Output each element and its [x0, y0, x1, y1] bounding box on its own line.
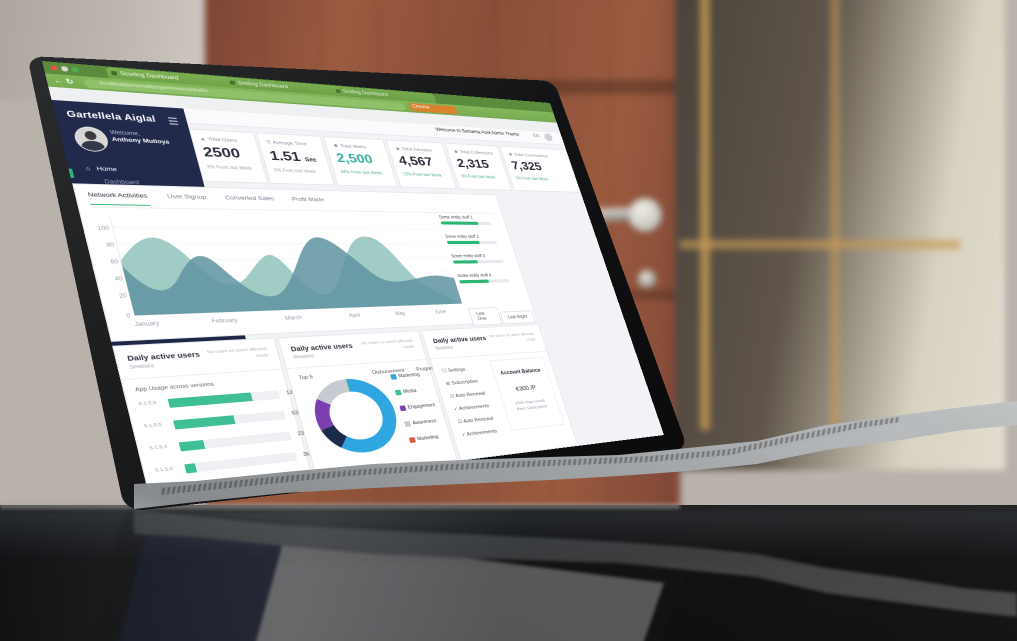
svg-text:June: June [434, 309, 447, 315]
svg-text:March: March [285, 315, 304, 322]
svg-text:0: 0 [126, 313, 132, 319]
svg-text:100: 100 [97, 226, 111, 232]
svg-text:60: 60 [110, 259, 120, 265]
svg-text:January: January [134, 321, 161, 328]
svg-text:May: May [394, 311, 406, 317]
svg-text:February: February [211, 318, 239, 325]
svg-text:40: 40 [114, 276, 124, 282]
svg-text:April: April [348, 313, 361, 319]
svg-text:20: 20 [118, 293, 128, 299]
svg-text:80: 80 [106, 242, 116, 248]
